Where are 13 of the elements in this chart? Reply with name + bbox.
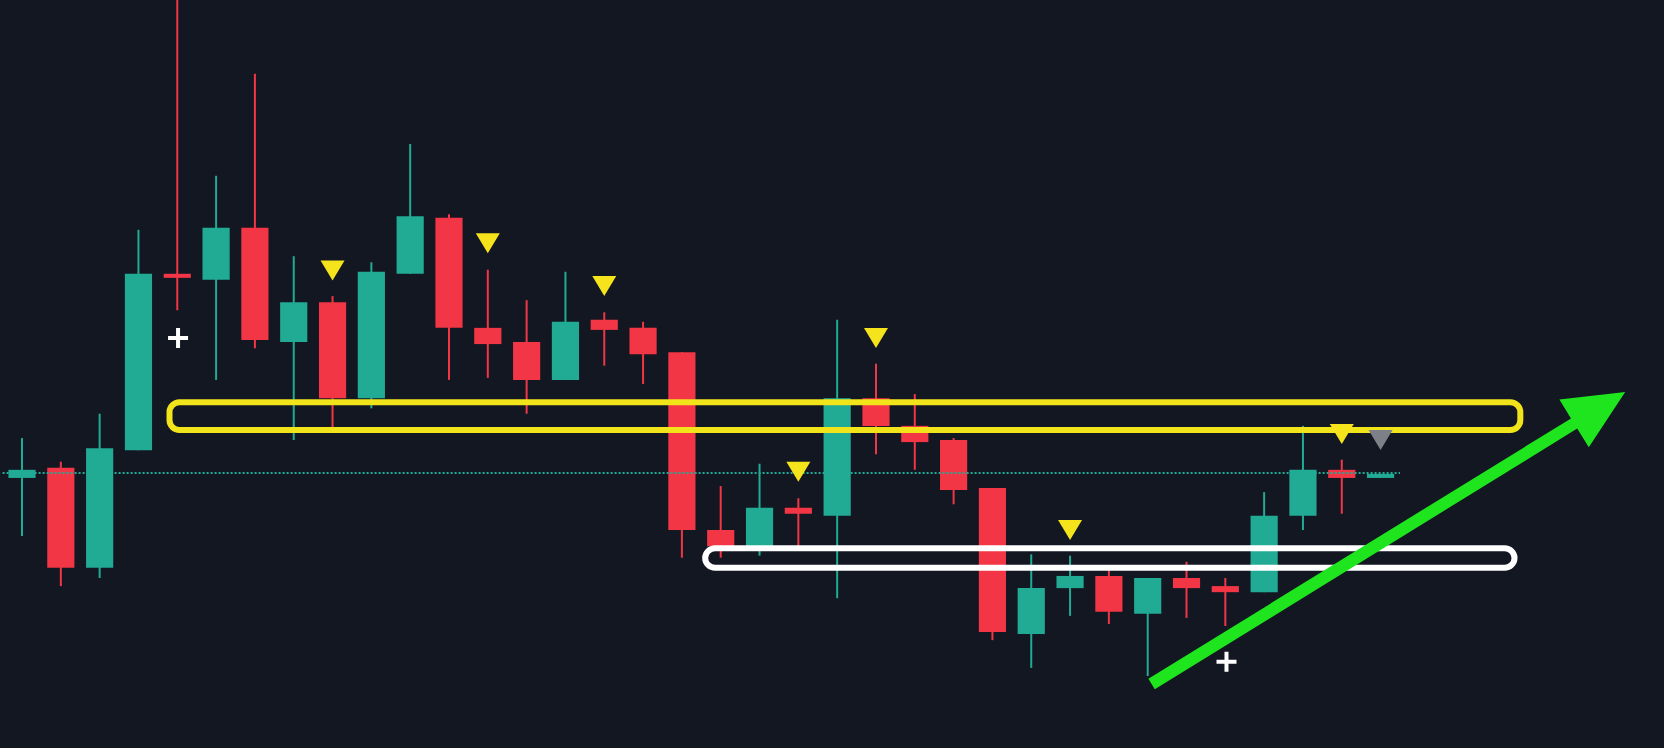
- candlestick: [784, 497, 812, 548]
- candlestick: [1172, 560, 1201, 619]
- candlestick: [629, 320, 657, 385]
- candlestick: [707, 485, 735, 559]
- candlestick: [280, 255, 308, 442]
- candlestick: [474, 268, 502, 379]
- candlestick: [1017, 553, 1045, 669]
- candlestick: [1211, 576, 1239, 627]
- candlestick: [163, 0, 191, 312]
- candlestick: [1056, 554, 1084, 617]
- candlestick: [1134, 576, 1162, 677]
- candlestick: [513, 299, 541, 415]
- candlestick: [590, 311, 618, 367]
